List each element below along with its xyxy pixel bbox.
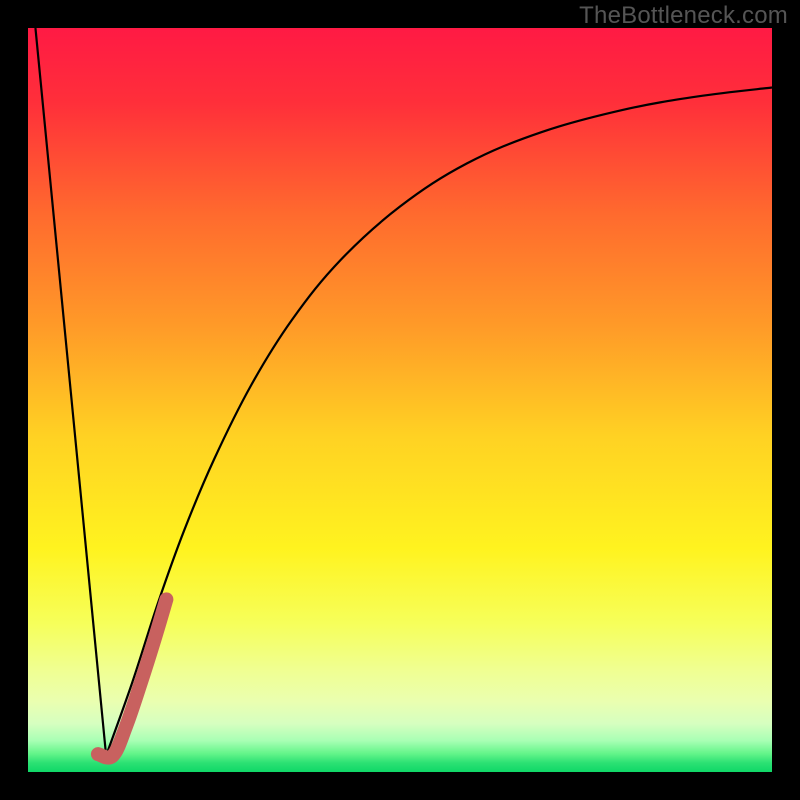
watermark-text: TheBottleneck.com [579, 2, 788, 30]
growth-curve [106, 88, 772, 756]
chart-curves-svg [28, 28, 772, 772]
chart-frame: TheBottleneck.com [0, 0, 800, 800]
highlight-stroke [98, 599, 166, 757]
v-line [35, 28, 106, 756]
plot-area [28, 28, 772, 772]
